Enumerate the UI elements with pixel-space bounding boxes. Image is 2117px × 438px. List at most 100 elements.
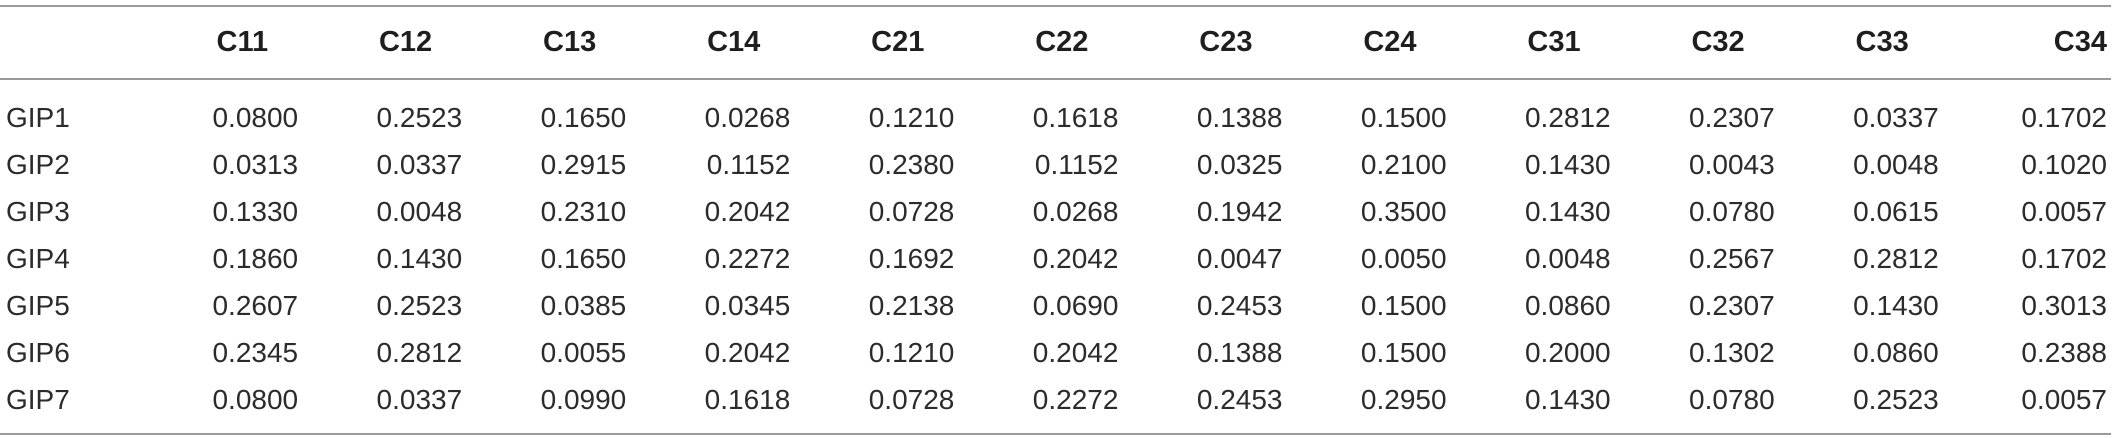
column-header-c32: C32 (1691, 26, 1745, 58)
table-cell: 0.1650 (540, 101, 627, 133)
table-cell: 0.1430 (376, 242, 463, 274)
table-cell: 0.0385 (540, 289, 627, 321)
row-label: GIP6 (6, 336, 70, 368)
table-cell: 0.1210 (868, 336, 955, 368)
column-header-c11: C11 (216, 26, 269, 58)
table-cell: 0.0043 (1689, 148, 1775, 180)
table-cell: 0.2567 (1689, 242, 1775, 274)
column-header-c22: C22 (1035, 26, 1089, 58)
table-cell: 0.2523 (1853, 383, 1939, 415)
table-cell: 0.2523 (376, 101, 463, 133)
table-cell: 0.1430 (1524, 383, 1611, 415)
table-cell: 0.2272 (704, 242, 791, 274)
table-cell: 0.2042 (704, 336, 791, 368)
table-cell: 0.2100 (1360, 148, 1447, 180)
corner-cell (0, 6, 142, 79)
table-cell: 0.1388 (1196, 336, 1283, 368)
table-cell: 0.0990 (540, 383, 627, 415)
table-cell: 0.0048 (376, 195, 463, 227)
row-label: GIP2 (6, 148, 70, 180)
table-cell: 0.1702 (2021, 101, 2107, 133)
table-cell: 0.1430 (1853, 289, 1939, 321)
column-header-c24: C24 (1363, 26, 1417, 58)
table-cell: 0.2950 (1360, 383, 1447, 415)
table-cell: 0.0268 (1032, 195, 1119, 227)
row-label: GIP3 (6, 195, 70, 227)
table-cell: 0.0345 (704, 289, 791, 321)
table-row: GIP2 0.0313 0.0337 0.2915 0.1152 0.2380 0.1152… (0, 141, 2111, 188)
table-cell: 0.1152 (1034, 148, 1119, 180)
table-cell: 0.1388 (1196, 101, 1283, 133)
table-cell: 0.2042 (1032, 242, 1119, 274)
table-cell: 0.3500 (1360, 195, 1447, 227)
column-header-c34: C34 (2053, 26, 2107, 58)
table-cell: 0.1618 (704, 383, 791, 415)
table-cell: 0.0728 (868, 383, 955, 415)
table-cell: 0.2388 (2021, 336, 2107, 368)
column-header-c14: C14 (707, 26, 761, 58)
table-cell: 0.0048 (1853, 148, 1939, 180)
table-cell: 0.2607 (212, 289, 299, 321)
data-table: C11 C12 C13 C14 C21 C22 C23 C24 C31 C32 C33 C34 GIP… (0, 5, 2111, 435)
table-cell: 0.1500 (1360, 101, 1447, 133)
table-cell: 0.1430 (1524, 148, 1611, 180)
table-cell: 0.0057 (2021, 195, 2107, 227)
table-cell: 0.1618 (1032, 101, 1119, 133)
table-cell: 0.2812 (376, 336, 463, 368)
table-cell: 0.0337 (1853, 101, 1939, 133)
table-cell: 0.2453 (1196, 383, 1283, 415)
table-cell: 0.2523 (376, 289, 463, 321)
table-cell: 0.0050 (1360, 242, 1447, 274)
table-cell: 0.1500 (1360, 289, 1447, 321)
table-cell: 0.1500 (1360, 336, 1447, 368)
column-header-c23: C23 (1199, 26, 1253, 58)
table-cell: 0.0800 (212, 101, 299, 133)
table-cell: 0.0313 (212, 148, 299, 180)
column-header-c13: C13 (543, 26, 597, 58)
row-label: GIP4 (6, 242, 70, 274)
table-cell: 0.0690 (1032, 289, 1119, 321)
row-label: GIP5 (6, 289, 70, 321)
table-cell: 0.2042 (1032, 336, 1119, 368)
table-cell: 0.0047 (1196, 242, 1283, 274)
table-cell: 0.1860 (212, 242, 299, 274)
column-header-c33: C33 (1855, 26, 1909, 58)
table-cell: 0.2000 (1524, 336, 1611, 368)
table-cell: 0.2453 (1196, 289, 1283, 321)
table-cell: 0.0860 (1853, 336, 1939, 368)
table-cell: 0.1430 (1524, 195, 1611, 227)
table-row: GIP6 0.2345 0.2812 0.0055 0.2042 0.1210 0.2042… (0, 329, 2111, 376)
table-cell: 0.2307 (1689, 101, 1775, 133)
table-cell: 0.0615 (1853, 195, 1939, 227)
column-header-c21: C21 (871, 26, 925, 58)
table-row: GIP1 0.0800 0.2523 0.1650 0.0268 0.1210 0.1618… (0, 79, 2111, 141)
table-cell: 0.0055 (540, 336, 627, 368)
table-cell: 0.0325 (1196, 148, 1283, 180)
table-cell: 0.1210 (868, 101, 955, 133)
table-cell: 0.0860 (1524, 289, 1611, 321)
table-cell: 0.0337 (376, 148, 463, 180)
table-cell: 0.1692 (868, 242, 955, 274)
table-cell: 0.2310 (540, 195, 627, 227)
table-cell: 0.1702 (2021, 242, 2107, 274)
table-cell: 0.1650 (540, 242, 627, 274)
table-cell: 0.2345 (212, 336, 299, 368)
table-cell: 0.2272 (1032, 383, 1119, 415)
table-row: GIP3 0.1330 0.0048 0.2310 0.2042 0.0728 0.0268… (0, 188, 2111, 235)
table-cell: 0.2812 (1524, 101, 1611, 133)
table-cell: 0.0337 (376, 383, 463, 415)
table-cell: 0.2915 (540, 148, 627, 180)
column-header-c12: C12 (378, 26, 433, 58)
table-cell: 0.0057 (2021, 383, 2107, 415)
header-row: C11 C12 C13 C14 C21 C22 C23 C24 C31 C32 C33 C34 (0, 6, 2111, 79)
table-cell: 0.0800 (212, 383, 299, 415)
table-cell: 0.1152 (706, 148, 791, 180)
table-cell: 0.0780 (1689, 195, 1775, 227)
table-cell: 0.1942 (1196, 195, 1283, 227)
table-cell: 0.0048 (1524, 242, 1611, 274)
table-cell: 0.0728 (868, 195, 955, 227)
table-header: C11 C12 C13 C14 C21 C22 C23 C24 C31 C32 C33 C34 (0, 6, 2111, 79)
table-row: GIP4 0.1860 0.1430 0.1650 0.2272 0.1692 0.2042… (0, 235, 2111, 282)
table-cell: 0.1330 (212, 195, 299, 227)
